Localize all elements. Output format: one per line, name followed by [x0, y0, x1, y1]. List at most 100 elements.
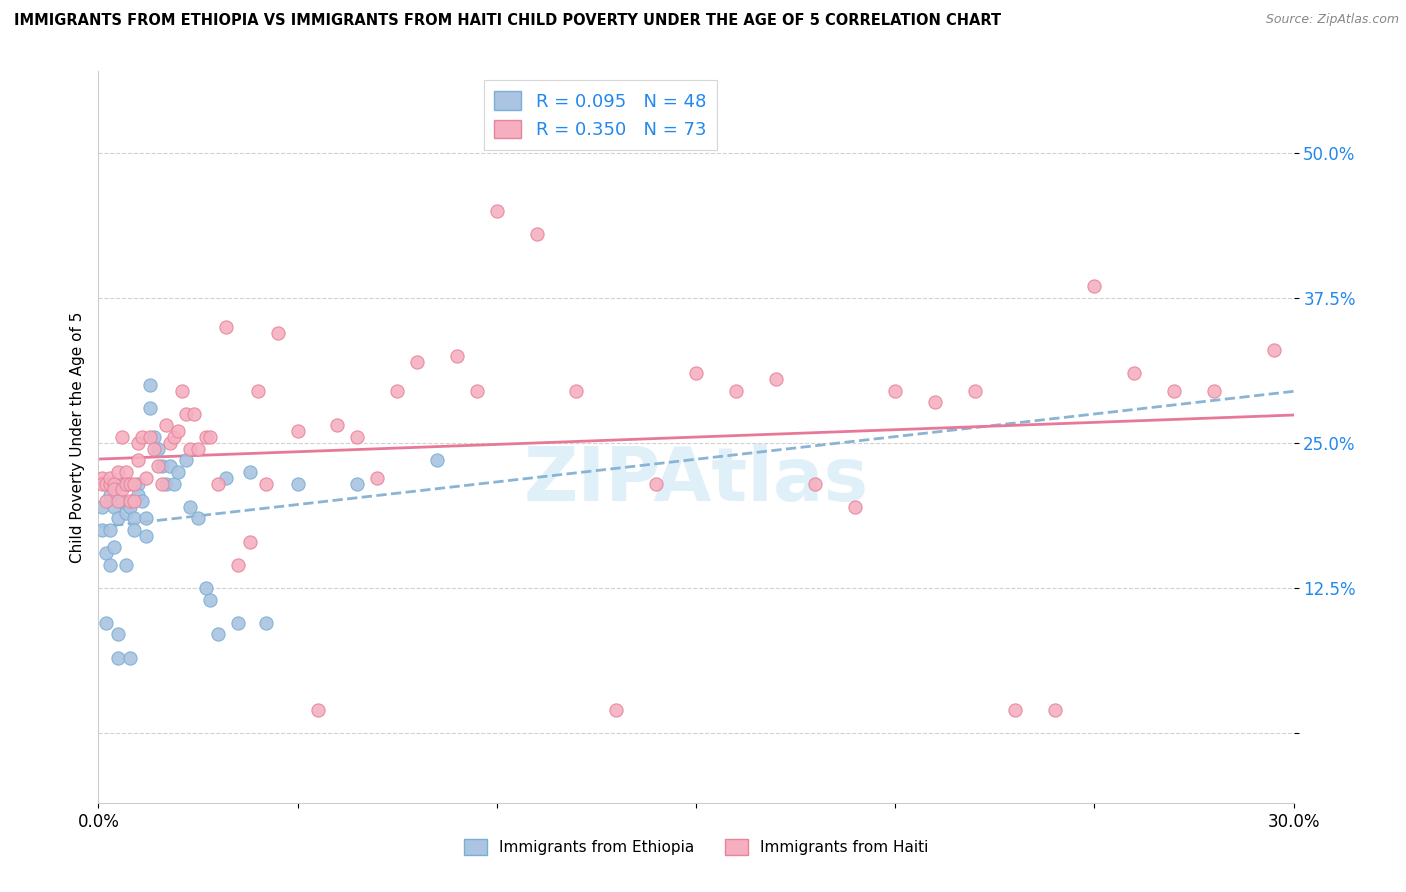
- Point: [159, 436, 181, 450]
- Point: [103, 500, 125, 514]
- Point: [307, 703, 329, 717]
- Point: [107, 494, 129, 508]
- Point: [159, 459, 181, 474]
- Point: [239, 534, 262, 549]
- Point: [963, 384, 986, 398]
- Point: [98, 488, 122, 502]
- Point: [163, 476, 186, 491]
- Point: [135, 511, 157, 525]
- Point: [565, 384, 588, 398]
- Point: [685, 366, 707, 380]
- Point: [91, 523, 114, 537]
- Point: [1004, 703, 1026, 717]
- Y-axis label: Child Poverty Under the Age of 5: Child Poverty Under the Age of 5: [69, 311, 84, 563]
- Text: ZIPAtlas: ZIPAtlas: [523, 444, 869, 517]
- Point: [115, 558, 138, 572]
- Point: [1163, 384, 1185, 398]
- Point: [346, 430, 368, 444]
- Point: [254, 476, 277, 491]
- Point: [103, 541, 125, 555]
- Point: [96, 494, 118, 508]
- Point: [267, 326, 290, 340]
- Point: [98, 471, 122, 485]
- Point: [124, 494, 146, 508]
- Point: [226, 558, 249, 572]
- Point: [326, 418, 349, 433]
- Point: [179, 500, 201, 514]
- Point: [124, 476, 146, 491]
- Point: [127, 476, 149, 491]
- Point: [187, 511, 209, 525]
- Point: [111, 476, 134, 491]
- Point: [96, 615, 118, 630]
- Point: [385, 384, 409, 398]
- Point: [107, 465, 129, 479]
- Point: [239, 465, 262, 479]
- Point: [127, 453, 149, 467]
- Point: [1083, 279, 1105, 293]
- Point: [148, 442, 170, 456]
- Point: [124, 511, 146, 525]
- Point: [207, 476, 229, 491]
- Point: [115, 465, 138, 479]
- Point: [107, 650, 129, 665]
- Point: [111, 430, 134, 444]
- Point: [1043, 703, 1066, 717]
- Point: [115, 476, 138, 491]
- Point: [446, 349, 468, 363]
- Point: [111, 483, 134, 497]
- Point: [246, 384, 269, 398]
- Point: [96, 476, 118, 491]
- Point: [215, 471, 238, 485]
- Point: [254, 615, 277, 630]
- Point: [127, 488, 149, 502]
- Point: [120, 476, 142, 491]
- Point: [765, 372, 787, 386]
- Point: [150, 459, 173, 474]
- Point: [111, 494, 134, 508]
- Point: [120, 494, 142, 508]
- Text: IMMIGRANTS FROM ETHIOPIA VS IMMIGRANTS FROM HAITI CHILD POVERTY UNDER THE AGE OF: IMMIGRANTS FROM ETHIOPIA VS IMMIGRANTS F…: [14, 13, 1001, 29]
- Point: [195, 581, 218, 595]
- Point: [195, 430, 218, 444]
- Point: [724, 384, 747, 398]
- Point: [91, 500, 114, 514]
- Point: [98, 558, 122, 572]
- Point: [174, 453, 197, 467]
- Point: [226, 615, 249, 630]
- Point: [103, 483, 125, 497]
- Point: [124, 523, 146, 537]
- Point: [127, 436, 149, 450]
- Point: [924, 395, 946, 409]
- Point: [187, 442, 209, 456]
- Point: [884, 384, 907, 398]
- Point: [120, 650, 142, 665]
- Point: [198, 430, 221, 444]
- Point: [131, 494, 153, 508]
- Point: [91, 471, 114, 485]
- Point: [1123, 366, 1146, 380]
- Point: [406, 354, 429, 368]
- Point: [155, 418, 177, 433]
- Point: [139, 401, 162, 415]
- Point: [143, 430, 166, 444]
- Legend: Immigrants from Ethiopia, Immigrants from Haiti: Immigrants from Ethiopia, Immigrants fro…: [457, 833, 935, 861]
- Point: [366, 471, 388, 485]
- Point: [167, 465, 190, 479]
- Point: [287, 424, 309, 438]
- Point: [485, 203, 508, 218]
- Point: [605, 703, 627, 717]
- Point: [155, 476, 177, 491]
- Point: [198, 592, 221, 607]
- Point: [135, 529, 157, 543]
- Point: [148, 459, 170, 474]
- Point: [139, 430, 162, 444]
- Point: [115, 476, 138, 491]
- Point: [804, 476, 827, 491]
- Point: [135, 471, 157, 485]
- Point: [131, 430, 153, 444]
- Point: [426, 453, 449, 467]
- Text: Source: ZipAtlas.com: Source: ZipAtlas.com: [1265, 13, 1399, 27]
- Point: [103, 476, 125, 491]
- Point: [143, 442, 166, 456]
